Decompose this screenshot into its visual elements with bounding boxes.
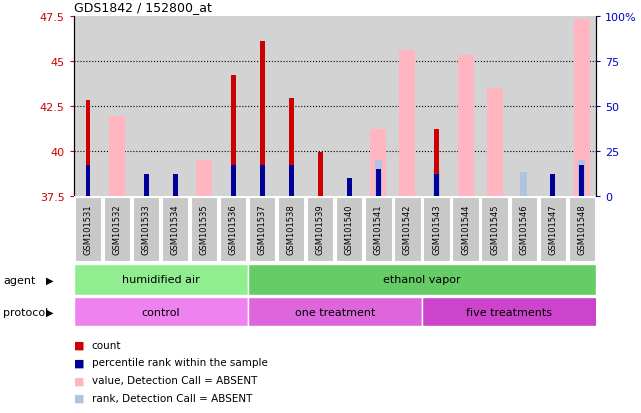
Bar bbox=[74, 264, 248, 295]
Text: GSM101537: GSM101537 bbox=[258, 204, 267, 254]
FancyBboxPatch shape bbox=[365, 197, 392, 261]
Bar bbox=[289, 99, 294, 196]
Bar bbox=[231, 76, 236, 196]
FancyBboxPatch shape bbox=[307, 197, 333, 261]
Bar bbox=[248, 297, 422, 326]
Bar bbox=[578, 160, 585, 196]
FancyBboxPatch shape bbox=[424, 197, 449, 261]
Text: count: count bbox=[92, 340, 121, 350]
Bar bbox=[86, 101, 90, 196]
Text: ■: ■ bbox=[74, 358, 84, 368]
Bar bbox=[196, 160, 212, 196]
Bar bbox=[347, 187, 352, 196]
Bar bbox=[487, 88, 503, 196]
Bar bbox=[434, 175, 438, 196]
Bar bbox=[231, 166, 236, 196]
Text: value, Detection Call = ABSENT: value, Detection Call = ABSENT bbox=[92, 375, 257, 385]
Text: GSM101546: GSM101546 bbox=[519, 204, 528, 254]
Text: GSM101531: GSM101531 bbox=[84, 204, 93, 254]
Text: GDS1842 / 152800_at: GDS1842 / 152800_at bbox=[74, 1, 212, 14]
Text: control: control bbox=[142, 307, 180, 317]
Bar bbox=[86, 166, 90, 196]
Bar bbox=[375, 160, 382, 196]
Text: GSM101542: GSM101542 bbox=[403, 204, 412, 254]
Bar bbox=[74, 297, 248, 326]
Bar bbox=[434, 130, 438, 196]
Text: GSM101539: GSM101539 bbox=[316, 204, 325, 254]
Bar bbox=[248, 264, 596, 295]
Text: ethanol vapor: ethanol vapor bbox=[383, 275, 461, 285]
Text: ▶: ▶ bbox=[46, 307, 54, 317]
Text: rank, Detection Call = ABSENT: rank, Detection Call = ABSENT bbox=[92, 393, 252, 403]
Bar bbox=[458, 56, 474, 196]
Text: one treatment: one treatment bbox=[295, 307, 375, 317]
Bar bbox=[370, 130, 387, 196]
Text: GSM101543: GSM101543 bbox=[432, 204, 441, 254]
FancyBboxPatch shape bbox=[394, 197, 420, 261]
Bar bbox=[399, 51, 415, 196]
Text: humidified air: humidified air bbox=[122, 275, 199, 285]
Text: GSM101541: GSM101541 bbox=[374, 204, 383, 254]
FancyBboxPatch shape bbox=[510, 197, 537, 261]
Bar bbox=[260, 42, 265, 196]
Text: GSM101536: GSM101536 bbox=[229, 204, 238, 254]
Bar bbox=[260, 166, 265, 196]
Bar bbox=[376, 169, 381, 196]
FancyBboxPatch shape bbox=[191, 197, 217, 261]
FancyBboxPatch shape bbox=[337, 197, 363, 261]
Text: percentile rank within the sample: percentile rank within the sample bbox=[92, 358, 267, 368]
Bar bbox=[318, 153, 322, 196]
FancyBboxPatch shape bbox=[133, 197, 160, 261]
Bar bbox=[144, 175, 149, 196]
Bar bbox=[579, 166, 584, 196]
Text: GSM101538: GSM101538 bbox=[287, 204, 296, 254]
Bar bbox=[433, 169, 440, 196]
FancyBboxPatch shape bbox=[481, 197, 508, 261]
Text: ■: ■ bbox=[74, 340, 84, 350]
FancyBboxPatch shape bbox=[162, 197, 188, 261]
Bar bbox=[574, 20, 590, 196]
Bar bbox=[422, 297, 611, 326]
Text: GSM101540: GSM101540 bbox=[345, 204, 354, 254]
Bar bbox=[109, 117, 125, 196]
FancyBboxPatch shape bbox=[75, 197, 101, 261]
Text: GSM101533: GSM101533 bbox=[142, 204, 151, 254]
Text: GSM101545: GSM101545 bbox=[490, 204, 499, 254]
Text: five treatments: five treatments bbox=[466, 307, 552, 317]
FancyBboxPatch shape bbox=[453, 197, 479, 261]
Bar bbox=[289, 166, 294, 196]
Text: ▶: ▶ bbox=[46, 275, 54, 285]
Bar bbox=[520, 173, 527, 196]
FancyBboxPatch shape bbox=[569, 197, 595, 261]
Text: GSM101532: GSM101532 bbox=[113, 204, 122, 254]
FancyBboxPatch shape bbox=[540, 197, 565, 261]
Bar bbox=[173, 175, 178, 196]
Text: agent: agent bbox=[3, 275, 36, 285]
Text: GSM101534: GSM101534 bbox=[171, 204, 179, 254]
Text: GSM101547: GSM101547 bbox=[548, 204, 557, 254]
Text: GSM101544: GSM101544 bbox=[461, 204, 470, 254]
Text: ■: ■ bbox=[74, 393, 84, 403]
FancyBboxPatch shape bbox=[104, 197, 130, 261]
Text: ■: ■ bbox=[74, 375, 84, 385]
FancyBboxPatch shape bbox=[221, 197, 246, 261]
FancyBboxPatch shape bbox=[249, 197, 276, 261]
Text: GSM101548: GSM101548 bbox=[577, 204, 586, 254]
Bar bbox=[551, 175, 555, 196]
Bar bbox=[347, 178, 352, 196]
Text: protocol: protocol bbox=[3, 307, 49, 317]
FancyBboxPatch shape bbox=[278, 197, 304, 261]
Text: GSM101535: GSM101535 bbox=[200, 204, 209, 254]
